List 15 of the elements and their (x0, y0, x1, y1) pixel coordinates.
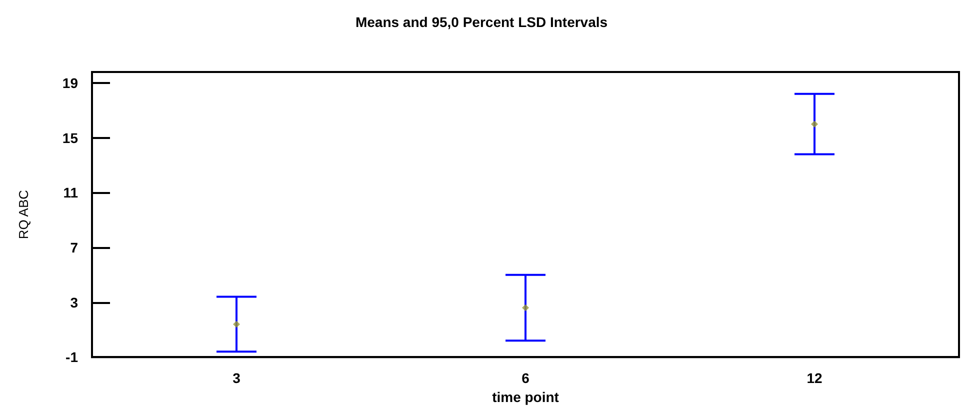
y-tick-label: 3 (70, 294, 78, 310)
point (522, 304, 529, 312)
x-tick-label: 6 (522, 370, 530, 386)
x-tick-label: 3 (232, 370, 241, 386)
y-axis-title: RQ ABC (16, 190, 31, 240)
y-tick-label: -1 (66, 349, 78, 366)
point (811, 120, 818, 128)
y-tick-label: 7 (70, 239, 78, 256)
point (233, 320, 240, 328)
y-tick-label: 19 (62, 74, 78, 91)
chart-title: Means and 95,0 Percent LSD Intervals (355, 14, 608, 30)
x-tick-label: 12 (806, 370, 822, 386)
y-tick-label: 11 (63, 184, 78, 201)
x-axis-title: time point (492, 389, 560, 405)
y-tick-label: 15 (62, 130, 78, 146)
